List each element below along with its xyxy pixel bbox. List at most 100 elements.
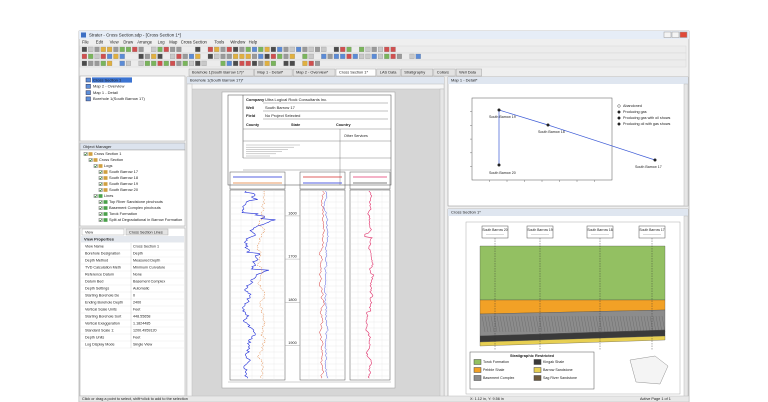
- document-tab[interactable]: [376, 68, 401, 77]
- tool-button[interactable]: [163, 46, 169, 52]
- tool-button[interactable]: [170, 53, 176, 59]
- tool-button[interactable]: [94, 60, 100, 66]
- tool-button[interactable]: [384, 53, 390, 59]
- tool-button[interactable]: [352, 53, 358, 59]
- object-item[interactable]: South Barrow 18: [109, 175, 138, 180]
- tab-label[interactable]: Collars: [437, 70, 449, 75]
- tool-button[interactable]: [88, 60, 94, 66]
- tool-button[interactable]: [107, 60, 113, 66]
- tool-button[interactable]: [239, 53, 245, 59]
- tool-button[interactable]: [252, 46, 258, 52]
- menu-item[interactable]: File: [82, 40, 89, 45]
- tab-label[interactable]: Map 2 - Overview*: [296, 70, 328, 75]
- scrollbar[interactable]: [683, 83, 689, 207]
- tool-button[interactable]: [170, 60, 176, 66]
- tree-item[interactable]: Map 2 - Overview: [93, 84, 124, 89]
- document-tab[interactable]: [292, 68, 336, 77]
- tool-button[interactable]: [163, 60, 169, 66]
- checkbox[interactable]: [98, 206, 103, 210]
- property-value[interactable]: Measured Depth: [133, 259, 160, 263]
- tool-button[interactable]: [151, 60, 157, 66]
- tool-button[interactable]: [283, 46, 289, 52]
- tool-button[interactable]: [132, 46, 138, 52]
- tool-button[interactable]: [302, 46, 308, 52]
- tool-button[interactable]: [233, 53, 239, 59]
- property-value[interactable]: None: [133, 273, 142, 277]
- tool-button[interactable]: [138, 46, 144, 52]
- property-value[interactable]: 0: [133, 294, 135, 298]
- tool-button[interactable]: [100, 60, 106, 66]
- menu-item[interactable]: View: [110, 40, 120, 45]
- property-value[interactable]: Single View: [133, 343, 153, 347]
- tool-button[interactable]: [226, 60, 232, 66]
- tool-button[interactable]: [100, 53, 106, 59]
- well-marker[interactable]: [497, 108, 501, 112]
- menu-item[interactable]: Window: [230, 40, 246, 45]
- checkbox[interactable]: [83, 152, 88, 156]
- checkbox[interactable]: [88, 158, 93, 162]
- tool-button[interactable]: [371, 53, 377, 59]
- tool-button[interactable]: [176, 53, 182, 59]
- tool-button[interactable]: [378, 46, 384, 52]
- tab-label[interactable]: Cross Section 1*: [339, 70, 368, 75]
- tool-button[interactable]: [220, 46, 226, 52]
- tool-button[interactable]: [81, 53, 87, 59]
- menu-item[interactable]: Cross Section: [181, 40, 208, 45]
- property-value[interactable]: Basement Complex: [133, 280, 165, 284]
- tool-button[interactable]: [296, 46, 302, 52]
- tab-label[interactable]: Well Data: [459, 70, 477, 75]
- tool-button[interactable]: [359, 53, 365, 59]
- tool-button[interactable]: [308, 60, 314, 66]
- tool-button[interactable]: [258, 53, 264, 59]
- object-item[interactable]: South Barrow 20: [109, 187, 139, 192]
- property-value[interactable]: 1200.4959120: [133, 329, 157, 333]
- tool-button[interactable]: [214, 46, 220, 52]
- checkbox[interactable]: [98, 182, 103, 186]
- tool-button[interactable]: [151, 53, 157, 59]
- tool-button[interactable]: [270, 60, 276, 66]
- tool-button[interactable]: [81, 60, 87, 66]
- window-button[interactable]: [679, 31, 688, 38]
- tool-button[interactable]: [315, 46, 321, 52]
- tool-button[interactable]: [378, 53, 384, 59]
- property-value[interactable]: Feet: [133, 308, 140, 312]
- well-marker[interactable]: [653, 158, 657, 162]
- tool-button[interactable]: [252, 53, 258, 59]
- tool-button[interactable]: [239, 60, 245, 66]
- property-tab[interactable]: [81, 228, 125, 236]
- tool-button[interactable]: [302, 53, 308, 59]
- tool-button[interactable]: [157, 60, 163, 66]
- property-value[interactable]: 448.55658: [133, 315, 150, 319]
- tool-button[interactable]: [277, 46, 283, 52]
- document-tab[interactable]: [335, 68, 377, 77]
- tool-button[interactable]: [195, 60, 201, 66]
- tool-button[interactable]: [233, 46, 239, 52]
- tool-button[interactable]: [289, 53, 295, 59]
- tool-button[interactable]: [346, 53, 352, 59]
- tool-button[interactable]: [182, 60, 188, 66]
- tool-button[interactable]: [81, 46, 87, 52]
- tool-button[interactable]: [113, 53, 119, 59]
- checkbox[interactable]: [98, 218, 103, 222]
- checkbox[interactable]: [98, 188, 103, 192]
- tool-button[interactable]: [409, 53, 415, 59]
- object-item[interactable]: Lines: [104, 193, 113, 198]
- menu-item[interactable]: Log: [158, 40, 166, 45]
- tool-button[interactable]: [415, 53, 421, 59]
- tool-button[interactable]: [264, 53, 270, 59]
- tool-button[interactable]: [189, 60, 195, 66]
- tool-button[interactable]: [283, 60, 289, 66]
- tool-button[interactable]: [302, 60, 308, 66]
- tool-button[interactable]: [252, 60, 258, 66]
- tool-button[interactable]: [207, 46, 213, 52]
- object-item[interactable]: Logs: [104, 163, 112, 168]
- tool-button[interactable]: [390, 53, 396, 59]
- document-tab[interactable]: [254, 68, 293, 77]
- tab-label[interactable]: Map 1 - Detail*: [257, 70, 283, 75]
- tool-button[interactable]: [113, 46, 119, 52]
- tool-button[interactable]: [170, 46, 176, 52]
- document-tab[interactable]: [400, 68, 434, 77]
- tool-button[interactable]: [327, 53, 333, 59]
- checkbox[interactable]: [98, 200, 103, 204]
- tool-button[interactable]: [283, 53, 289, 59]
